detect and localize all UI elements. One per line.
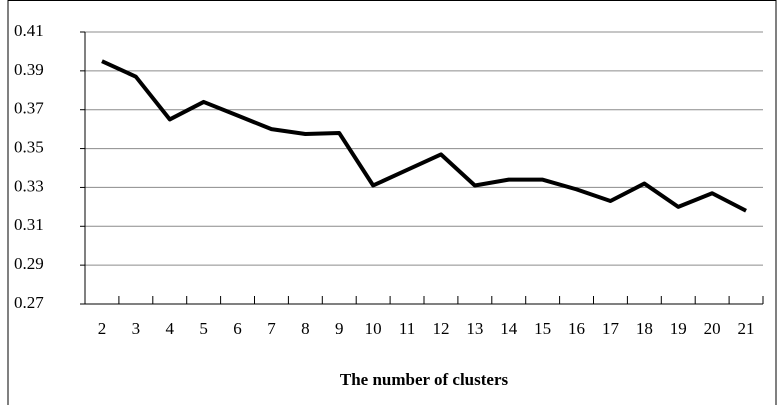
- x-tick-label: 17: [602, 319, 620, 338]
- y-tick-label: 0.33: [14, 176, 44, 195]
- y-tick-label: 0.39: [14, 60, 44, 79]
- x-tick-label: 6: [233, 319, 242, 338]
- frame: [7, 0, 777, 405]
- x-tick-label: 5: [199, 319, 208, 338]
- x-tick-label: 13: [466, 319, 483, 338]
- x-tick-label: 4: [166, 319, 175, 338]
- y-tick-label: 0.27: [14, 293, 44, 312]
- y-tick-label: 0.35: [14, 137, 44, 156]
- x-tick-label: 2: [98, 319, 107, 338]
- x-tick-label: 8: [301, 319, 310, 338]
- x-tick-label: 21: [738, 319, 755, 338]
- x-tick-label: 18: [636, 319, 653, 338]
- y-tick-label: 0.41: [14, 21, 44, 40]
- line-series: [101, 59, 747, 213]
- x-tick-label: 12: [432, 319, 449, 338]
- y-tick-label: 0.31: [14, 215, 44, 234]
- x-tick-label: 15: [534, 319, 551, 338]
- y-tick-label: 0.29: [14, 254, 44, 273]
- x-tick-label: 11: [399, 319, 415, 338]
- x-tick-label: 14: [500, 319, 518, 338]
- x-tick-label: 19: [670, 319, 687, 338]
- x-tick-label: 16: [568, 319, 585, 338]
- y-tick-label: 0.37: [14, 99, 44, 118]
- x-tick-label: 7: [267, 319, 276, 338]
- x-tick-label: 3: [132, 319, 141, 338]
- x-tick-label: 9: [335, 319, 344, 338]
- x-axis-title: The number of clusters: [340, 370, 509, 389]
- x-tick-label: 10: [365, 319, 382, 338]
- x-tick-label: 20: [704, 319, 721, 338]
